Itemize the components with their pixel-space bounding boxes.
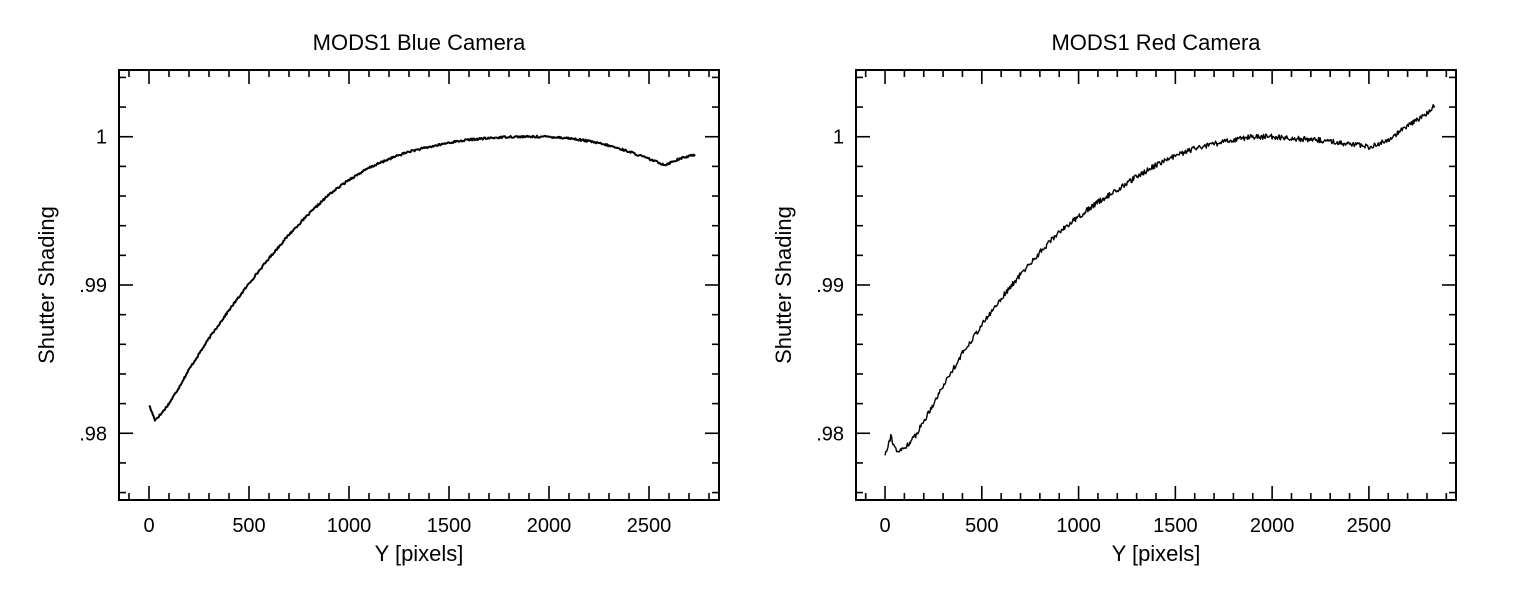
blue-y-tick-label: .99 [79,275,107,297]
red-x-tick-label: 500 [965,515,998,537]
blue-y-axis-label: Shutter Shading [34,206,59,364]
red-y-axis-label: Shutter Shading [771,206,796,364]
blue-y-tick-labels: .98 .99 1 [79,127,107,446]
blue-camera-panel: MODS1 Blue Camera 0 500 1000 1500 2000 2… [34,30,720,566]
red-y-tick-label: 1 [833,127,844,149]
red-y-tick-label: .99 [816,275,844,297]
red-ticks [856,70,1456,500]
blue-plot-frame [118,69,720,501]
blue-x-tick-label: 2500 [627,515,672,537]
blue-y-tick-label: 1 [96,127,107,149]
red-chart-title: MODS1 Red Camera [1051,30,1261,55]
blue-x-axis-label: Y [pixels] [375,541,464,566]
red-x-tick-label: 2000 [1250,515,1295,537]
red-x-axis-label: Y [pixels] [1112,541,1201,566]
red-camera-panel: MODS1 Red Camera 0 500 1000 1500 2000 25… [771,30,1457,566]
blue-x-tick-label: 500 [232,515,265,537]
blue-shading-curve [148,134,696,422]
blue-ticks [119,70,719,500]
blue-x-tick-label: 1000 [327,515,372,537]
red-x-tick-label: 1000 [1056,515,1101,537]
red-x-tick-labels: 0 500 1000 1500 2000 2500 [879,515,1391,537]
blue-y-tick-label: .98 [79,423,107,445]
red-x-tick-label: 2500 [1347,515,1392,537]
blue-x-tick-label: 1500 [427,515,472,537]
blue-x-tick-labels: 0 500 1000 1500 2000 2500 [143,515,671,537]
red-plot-frame [855,69,1457,501]
blue-x-tick-label: 0 [143,515,154,537]
blue-chart-title: MODS1 Blue Camera [313,30,527,55]
red-y-tick-labels: .98 .99 1 [816,127,844,446]
red-shading-curve [884,104,1436,456]
red-y-tick-label: .98 [816,423,844,445]
red-x-tick-label: 0 [879,515,890,537]
red-x-tick-label: 1500 [1153,515,1198,537]
blue-x-tick-label: 2000 [527,515,572,537]
